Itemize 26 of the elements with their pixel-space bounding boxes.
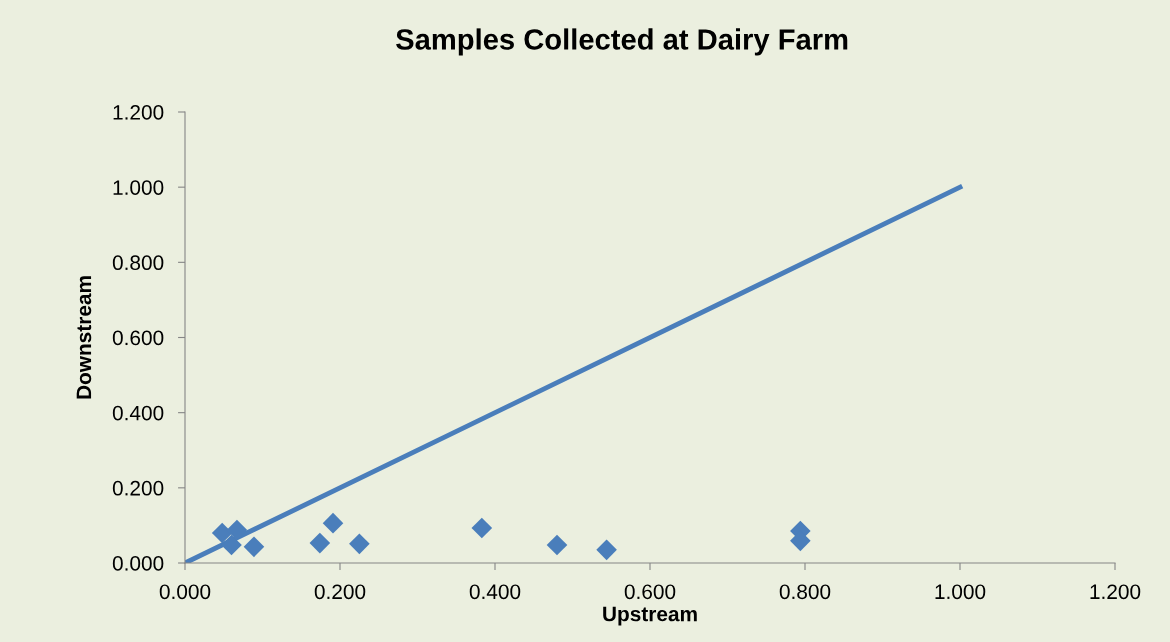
- y-tick-label: 1.000: [113, 180, 164, 195]
- x-tick-label: 0.200: [314, 584, 366, 600]
- point: [221, 534, 242, 556]
- x-tick-label: 0.600: [624, 584, 676, 600]
- x-tick-label: 1.200: [1090, 584, 1141, 600]
- y-tick-label: 0.200: [112, 480, 164, 496]
- y-tick-label: 1.200: [113, 105, 164, 120]
- point: [243, 536, 265, 558]
- x-tick-label: 0.800: [779, 584, 831, 600]
- chart-title: Samples Collected at Dairy Farm: [396, 28, 848, 56]
- point: [309, 532, 331, 554]
- point: [471, 517, 493, 539]
- x-tick-label: 0.000: [159, 584, 211, 600]
- point: [211, 522, 233, 544]
- y-tick-label: 0.800: [112, 255, 164, 271]
- x-tick-label: 0.400: [469, 584, 521, 600]
- y-tick-label: 0.600: [112, 330, 164, 346]
- point: [546, 534, 568, 556]
- point: [596, 539, 617, 561]
- y-tick-label: 0.000: [112, 556, 164, 571]
- x-axis-title: Upstream: [603, 606, 697, 626]
- y-tick-label: 0.400: [112, 405, 164, 421]
- y-axis-title: Downstream: [76, 276, 92, 399]
- x-tick-label: 1.000: [935, 584, 986, 600]
- point: [349, 533, 370, 555]
- point: [322, 512, 344, 534]
